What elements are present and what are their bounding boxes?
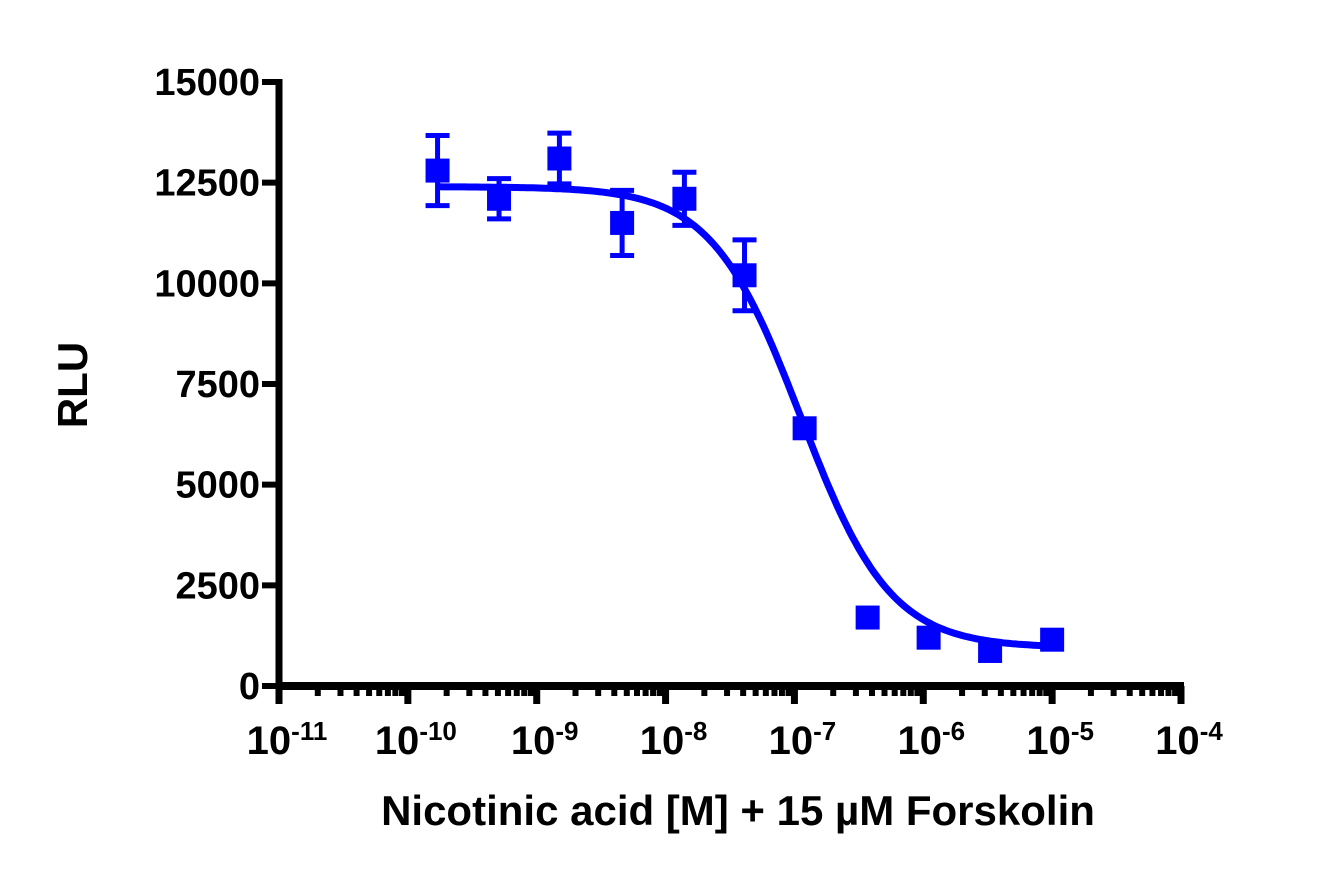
data-point: [1040, 627, 1065, 652]
square-marker: [425, 158, 450, 183]
data-points: [425, 130, 1065, 663]
x-axis-ticks: 10-11 10-10 10-9 10-8 10-7 10-6 10-5 10-4: [247, 686, 1223, 763]
y-axis-ticks: 0 2500 5000 7500 10000 12500 15000: [154, 62, 279, 708]
data-point: [792, 416, 817, 441]
data-point: [425, 133, 450, 209]
y-axis-title: RLU: [49, 342, 96, 428]
y-tick-label: 5000: [175, 465, 260, 507]
square-marker: [610, 210, 635, 235]
y-tick-label: 12500: [154, 163, 260, 205]
y-tick-label: 15000: [154, 62, 260, 104]
axes: [275, 79, 1184, 690]
x-tick-label: 10-6: [897, 716, 965, 763]
x-tick-label: 10-8: [640, 716, 708, 763]
x-tick-label: 10-10: [375, 716, 457, 763]
data-point: [547, 130, 572, 187]
y-tick-label: 7500: [175, 364, 260, 406]
square-marker: [855, 605, 880, 630]
x-tick-label: 10-9: [511, 716, 579, 763]
x-tick-label: 10-5: [1026, 716, 1094, 763]
data-point: [978, 638, 1003, 663]
data-point: [855, 605, 880, 630]
y-tick-label: 0: [239, 666, 260, 708]
x-tick-label: 10-7: [769, 716, 837, 763]
square-marker: [916, 625, 941, 650]
data-point: [916, 625, 941, 650]
y-tick-label: 2500: [175, 565, 260, 607]
square-marker: [732, 263, 757, 288]
data-point: [732, 237, 757, 314]
y-tick-label: 10000: [154, 263, 260, 305]
data-point: [672, 169, 697, 228]
data-point: [610, 187, 635, 259]
square-marker: [487, 186, 512, 211]
square-marker: [547, 146, 572, 171]
square-marker: [792, 416, 817, 441]
square-marker: [1040, 627, 1065, 652]
x-tick-label: 10-4: [1155, 716, 1223, 763]
data-point: [487, 176, 512, 222]
x-axis-title: Nicotinic acid [M] + 15 µM Forskolin: [381, 787, 1095, 834]
square-marker: [978, 638, 1003, 663]
x-tick-label: 10-11: [247, 716, 328, 763]
square-marker: [672, 186, 697, 211]
